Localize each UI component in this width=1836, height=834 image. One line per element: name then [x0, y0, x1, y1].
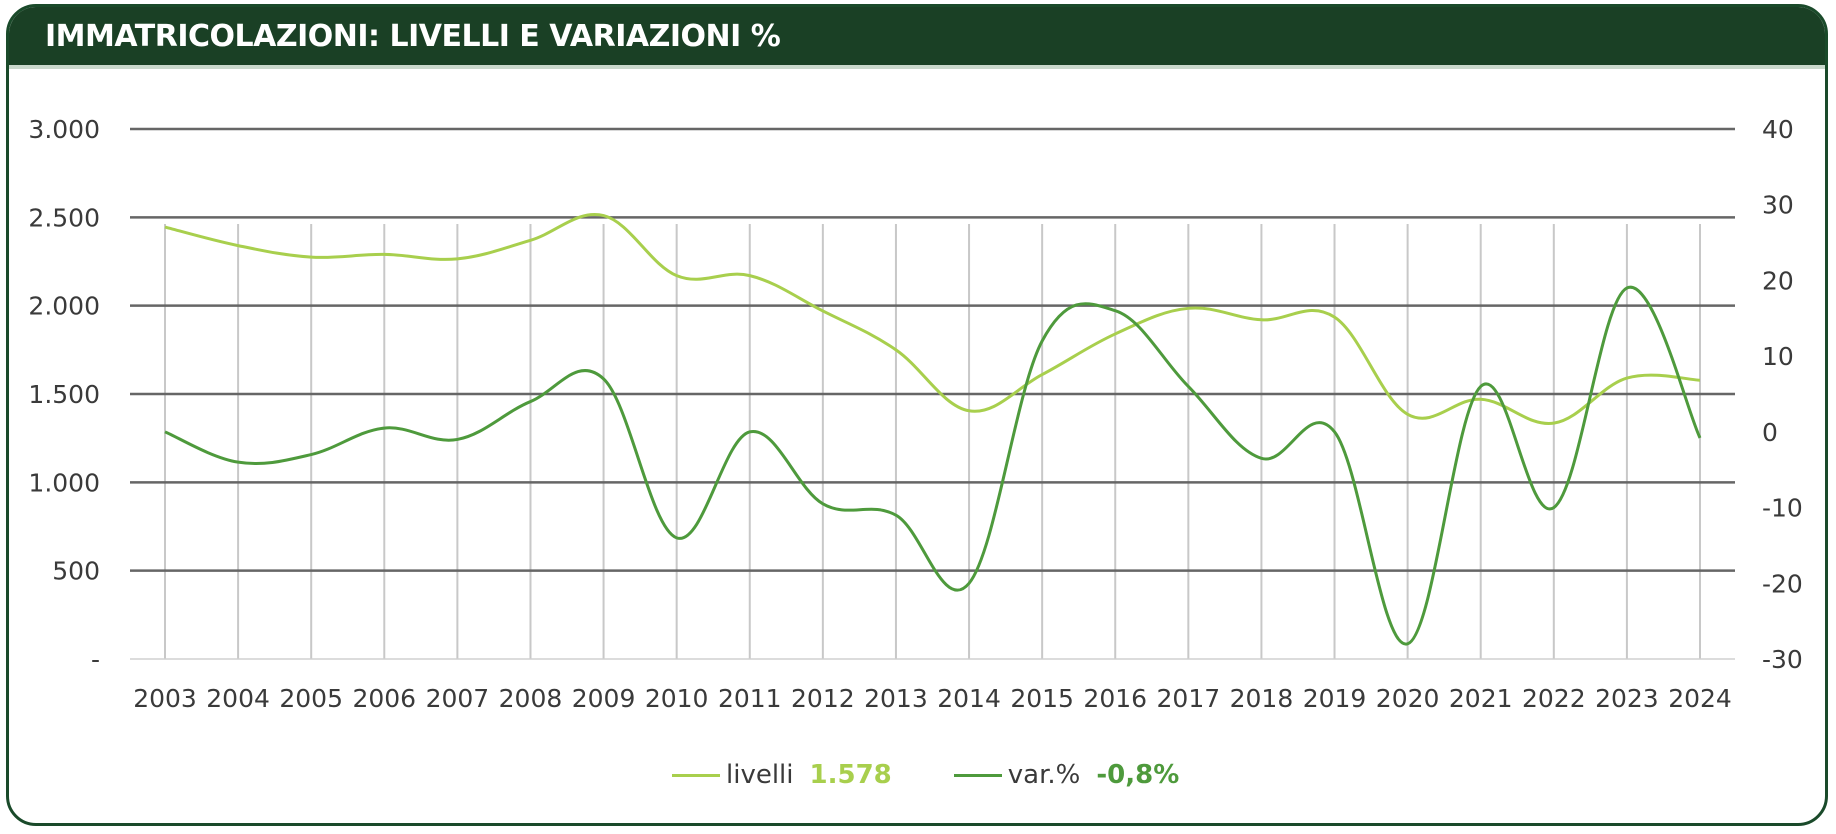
x-tick-label: 2010	[645, 684, 709, 713]
y-left-tick-label: 1.000	[28, 468, 100, 497]
x-tick-label: 2019	[1303, 684, 1367, 713]
x-tick-label: 2007	[426, 684, 490, 713]
x-tick-label: 2023	[1595, 684, 1659, 713]
y-right-tick-label: 0	[1762, 418, 1778, 447]
legend: livelli 1.578 var.% -0,8%	[672, 758, 1179, 792]
legend-swatch-var	[954, 774, 1002, 777]
x-tick-label: 2004	[206, 684, 270, 713]
series-line-livelli	[165, 214, 1700, 423]
x-tick-label: 2008	[499, 684, 563, 713]
x-tick-label: 2014	[937, 684, 1001, 713]
legend-value-var: -0,8%	[1096, 760, 1179, 790]
x-tick-label: 2021	[1449, 684, 1513, 713]
x-tick-label: 2024	[1668, 684, 1732, 713]
y-left-tick-label: -	[91, 645, 100, 674]
y-right-tick-label: 20	[1762, 266, 1794, 295]
x-tick-label: 2012	[791, 684, 855, 713]
legend-item-livelli: livelli 1.578	[672, 760, 892, 790]
y-right-tick-label: 40	[1762, 115, 1794, 144]
y-left-tick-label: 2.500	[28, 203, 100, 232]
x-tick-label: 2018	[1230, 684, 1294, 713]
x-tick-label: 2003	[133, 684, 197, 713]
x-tick-label: 2013	[864, 684, 928, 713]
y-right-tick-label: -30	[1762, 645, 1803, 674]
legend-label-livelli: livelli	[726, 760, 794, 790]
legend-value-livelli: 1.578	[810, 760, 892, 790]
x-tick-label: 2016	[1083, 684, 1147, 713]
y-right-tick-label: 30	[1762, 191, 1794, 220]
x-tick-label: 2011	[718, 684, 782, 713]
legend-item-var: var.% -0,8%	[954, 760, 1180, 790]
y-left-tick-label: 3.000	[28, 115, 100, 144]
x-tick-label: 2017	[1157, 684, 1221, 713]
y-right-tick-label: -20	[1762, 569, 1803, 598]
y-right-tick-label: 10	[1762, 342, 1794, 371]
x-tick-label: 2009	[572, 684, 636, 713]
legend-swatch-livelli	[672, 774, 720, 777]
x-tick-label: 2015	[1010, 684, 1074, 713]
x-tick-label: 2005	[279, 684, 343, 713]
y-right-tick-label: -10	[1762, 494, 1803, 523]
x-tick-label: 2022	[1522, 684, 1586, 713]
y-left-tick-label: 2.000	[28, 292, 100, 321]
x-tick-label: 2020	[1376, 684, 1440, 713]
chart-svg: 2003 2004 2005 2006 2007 2008 2009 2010 2011 2012…	[0, 0, 1836, 834]
y-left-tick-label: 500	[52, 557, 100, 586]
x-tick-label: 2006	[352, 684, 416, 713]
y-left-tick-label: 1.500	[28, 380, 100, 409]
legend-label-var: var.%	[1008, 760, 1081, 790]
series-line-var	[165, 287, 1700, 644]
